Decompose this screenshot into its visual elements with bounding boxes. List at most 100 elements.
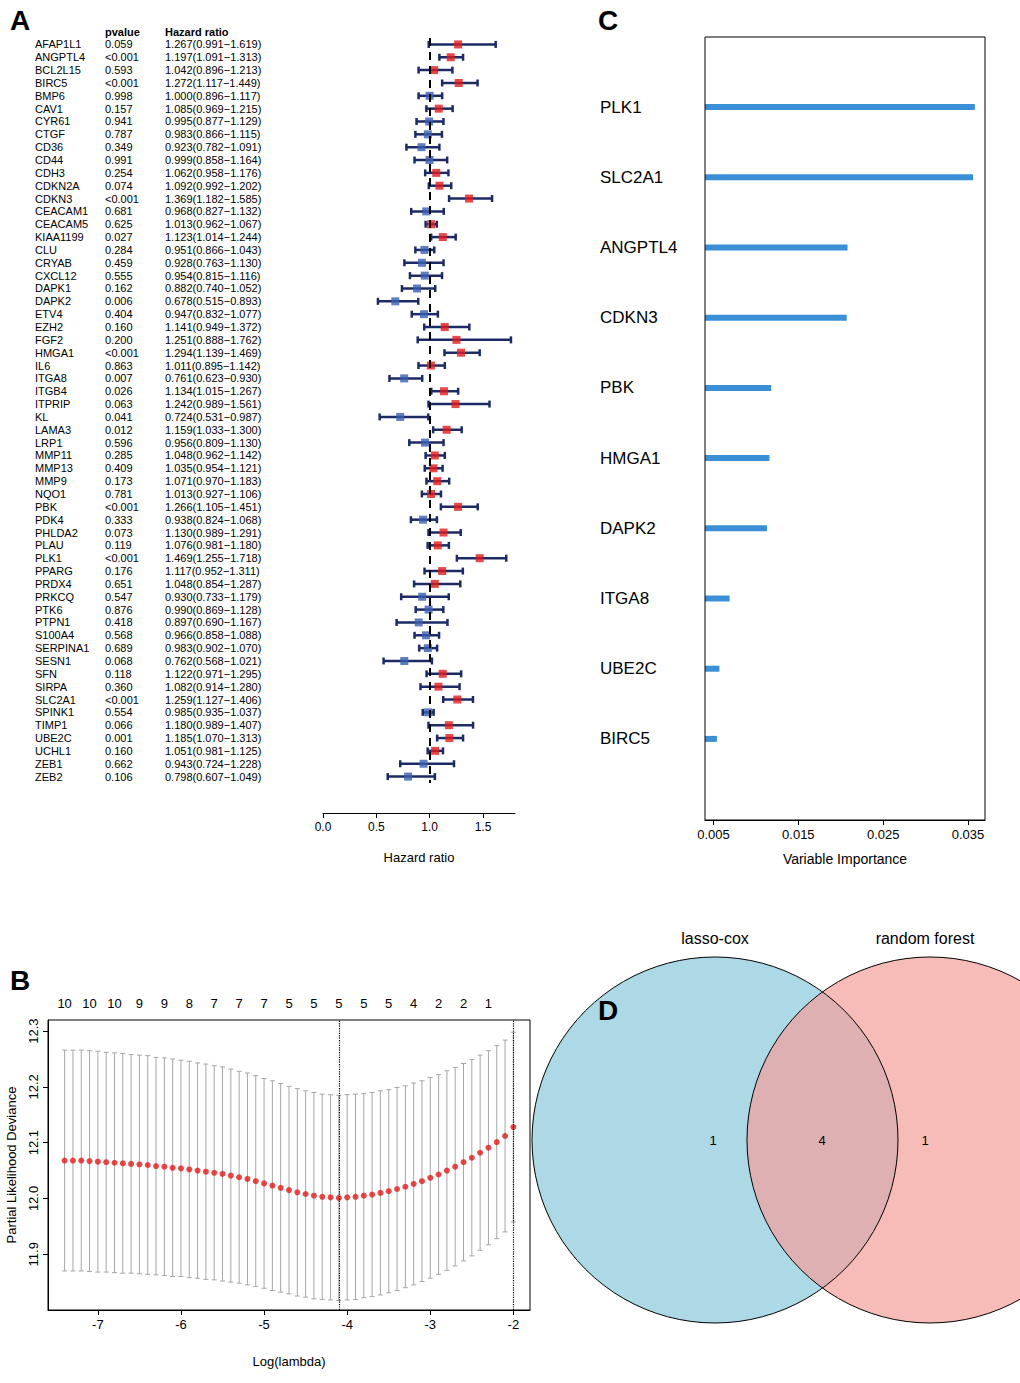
svg-text:4: 4 <box>818 1133 825 1148</box>
svg-text:0.284: 0.284 <box>105 244 133 256</box>
svg-text:PHLDA2: PHLDA2 <box>35 527 78 539</box>
svg-text:1.000(0.896−1.117): 1.000(0.896−1.117) <box>165 90 261 102</box>
svg-text:0.254: 0.254 <box>105 167 133 179</box>
svg-text:random forest: random forest <box>876 930 975 947</box>
svg-text:0.073: 0.073 <box>105 527 133 539</box>
svg-text:12.1: 12.1 <box>26 1130 41 1155</box>
svg-text:UBE2C: UBE2C <box>35 732 72 744</box>
svg-text:0.762(0.568−1.021): 0.762(0.568−1.021) <box>165 655 261 667</box>
svg-text:-4: -4 <box>341 1317 353 1332</box>
svg-text:0.5: 0.5 <box>368 820 385 834</box>
svg-text:1.185(1.070−1.313): 1.185(1.070−1.313) <box>165 732 261 744</box>
svg-text:0.954(0.815−1.116): 0.954(0.815−1.116) <box>165 270 261 282</box>
svg-text:CRYAB: CRYAB <box>35 257 72 269</box>
svg-text:5: 5 <box>335 996 342 1011</box>
svg-text:0.360: 0.360 <box>105 681 133 693</box>
svg-text:0.007: 0.007 <box>105 372 133 384</box>
svg-text:1.259(1.127−1.406): 1.259(1.127−1.406) <box>165 694 261 706</box>
svg-text:ITGA8: ITGA8 <box>35 372 67 384</box>
svg-text:5: 5 <box>310 996 317 1011</box>
svg-text:0.596: 0.596 <box>105 437 133 449</box>
svg-text:0.160: 0.160 <box>105 745 133 757</box>
svg-text:pvalue: pvalue <box>105 26 140 38</box>
svg-text:0.651: 0.651 <box>105 578 133 590</box>
svg-text:B: B <box>10 965 30 996</box>
svg-text:4: 4 <box>410 996 417 1011</box>
svg-text:0.176: 0.176 <box>105 565 133 577</box>
svg-text:12.0: 12.0 <box>26 1186 41 1211</box>
svg-text:FGF2: FGF2 <box>35 334 63 346</box>
svg-text:1.134(1.015−1.267): 1.134(1.015−1.267) <box>165 385 261 397</box>
svg-text:ZEB1: ZEB1 <box>35 758 63 770</box>
svg-text:0.555: 0.555 <box>105 270 133 282</box>
svg-text:SLC2A1: SLC2A1 <box>600 168 663 187</box>
svg-text:ITGA8: ITGA8 <box>600 589 649 608</box>
svg-text:1.369(1.182−1.585): 1.369(1.182−1.585) <box>165 193 261 205</box>
svg-text:1.180(0.989−1.407): 1.180(0.989−1.407) <box>165 719 261 731</box>
svg-text:CXCL12: CXCL12 <box>35 270 77 282</box>
svg-text:1.117(0.952−1.311): 1.117(0.952−1.311) <box>165 565 260 577</box>
svg-text:EZH2: EZH2 <box>35 321 63 333</box>
svg-text:LRP1: LRP1 <box>35 437 63 449</box>
svg-text:9: 9 <box>136 996 143 1011</box>
svg-text:MMP13: MMP13 <box>35 462 73 474</box>
svg-text:PBK: PBK <box>600 378 635 397</box>
svg-text:0.162: 0.162 <box>105 282 133 294</box>
svg-text:1.085(0.969−1.215): 1.085(0.969−1.215) <box>165 103 261 115</box>
svg-text:CLU: CLU <box>35 244 57 256</box>
svg-text:MMP9: MMP9 <box>35 475 67 487</box>
svg-text:1.294(1.139−1.469): 1.294(1.139−1.469) <box>165 347 261 359</box>
svg-text:12.3: 12.3 <box>26 1018 41 1043</box>
svg-text:2: 2 <box>435 996 442 1011</box>
svg-text:-2: -2 <box>508 1317 520 1332</box>
svg-text:KIAA1199: KIAA1199 <box>35 231 84 243</box>
svg-text:0.662: 0.662 <box>105 758 133 770</box>
svg-text:PLK1: PLK1 <box>35 552 62 564</box>
svg-text:DAPK1: DAPK1 <box>35 282 71 294</box>
svg-text:0.025: 0.025 <box>867 827 900 842</box>
svg-text:0.930(0.733−1.179): 0.930(0.733−1.179) <box>165 591 261 603</box>
svg-text:ZEB2: ZEB2 <box>35 771 63 783</box>
svg-text:1.122(0.971−1.295): 1.122(0.971−1.295) <box>165 668 261 680</box>
svg-text:0.066: 0.066 <box>105 719 133 731</box>
svg-text:1.042(0.896−1.213): 1.042(0.896−1.213) <box>165 64 261 76</box>
svg-text:9: 9 <box>161 996 168 1011</box>
svg-text:PTK6: PTK6 <box>35 604 63 616</box>
svg-text:CDH3: CDH3 <box>35 167 65 179</box>
svg-text:-7: -7 <box>92 1317 104 1332</box>
svg-text:1.013(0.962−1.067): 1.013(0.962−1.067) <box>165 218 261 230</box>
svg-text:PLAU: PLAU <box>35 539 64 551</box>
svg-text:0.027: 0.027 <box>105 231 133 243</box>
svg-text:0.943(0.724−1.228): 0.943(0.724−1.228) <box>165 758 261 770</box>
svg-text:1.141(0.949−1.372): 1.141(0.949−1.372) <box>165 321 261 333</box>
svg-text:SPINK1: SPINK1 <box>35 706 74 718</box>
svg-text:1: 1 <box>709 1133 716 1148</box>
svg-text:0.118: 0.118 <box>105 668 132 680</box>
svg-text:0.724(0.531−0.987): 0.724(0.531−0.987) <box>165 411 261 423</box>
svg-text:7: 7 <box>211 996 218 1011</box>
svg-text:0.409: 0.409 <box>105 462 133 474</box>
svg-text:-5: -5 <box>258 1317 270 1332</box>
svg-text:0.897(0.690−1.167): 0.897(0.690−1.167) <box>165 616 261 628</box>
svg-text:CYR61: CYR61 <box>35 115 70 127</box>
svg-text:5: 5 <box>360 996 367 1011</box>
svg-text:0.951(0.866−1.043): 0.951(0.866−1.043) <box>165 244 261 256</box>
svg-text:11.9: 11.9 <box>26 1242 41 1266</box>
svg-text:0.063: 0.063 <box>105 398 133 410</box>
svg-text:SFN: SFN <box>35 668 57 680</box>
svg-text:1.013(0.927−1.106): 1.013(0.927−1.106) <box>165 488 261 500</box>
svg-text:1.242(0.989−1.561): 1.242(0.989−1.561) <box>165 398 261 410</box>
svg-text:0.625: 0.625 <box>105 218 133 230</box>
svg-text:0.160: 0.160 <box>105 321 133 333</box>
svg-text:BIRC5: BIRC5 <box>600 729 650 748</box>
svg-text:0.349: 0.349 <box>105 141 133 153</box>
svg-text:CD36: CD36 <box>35 141 63 153</box>
svg-text:PBK: PBK <box>35 501 58 513</box>
svg-text:MMP11: MMP11 <box>35 449 72 461</box>
svg-text:0.035: 0.035 <box>952 827 985 842</box>
svg-text:0.863: 0.863 <box>105 360 133 372</box>
svg-text:NQO1: NQO1 <box>35 488 66 500</box>
svg-text:1.0: 1.0 <box>421 820 438 834</box>
svg-text:CD44: CD44 <box>35 154 63 166</box>
svg-text:0.333: 0.333 <box>105 514 133 526</box>
